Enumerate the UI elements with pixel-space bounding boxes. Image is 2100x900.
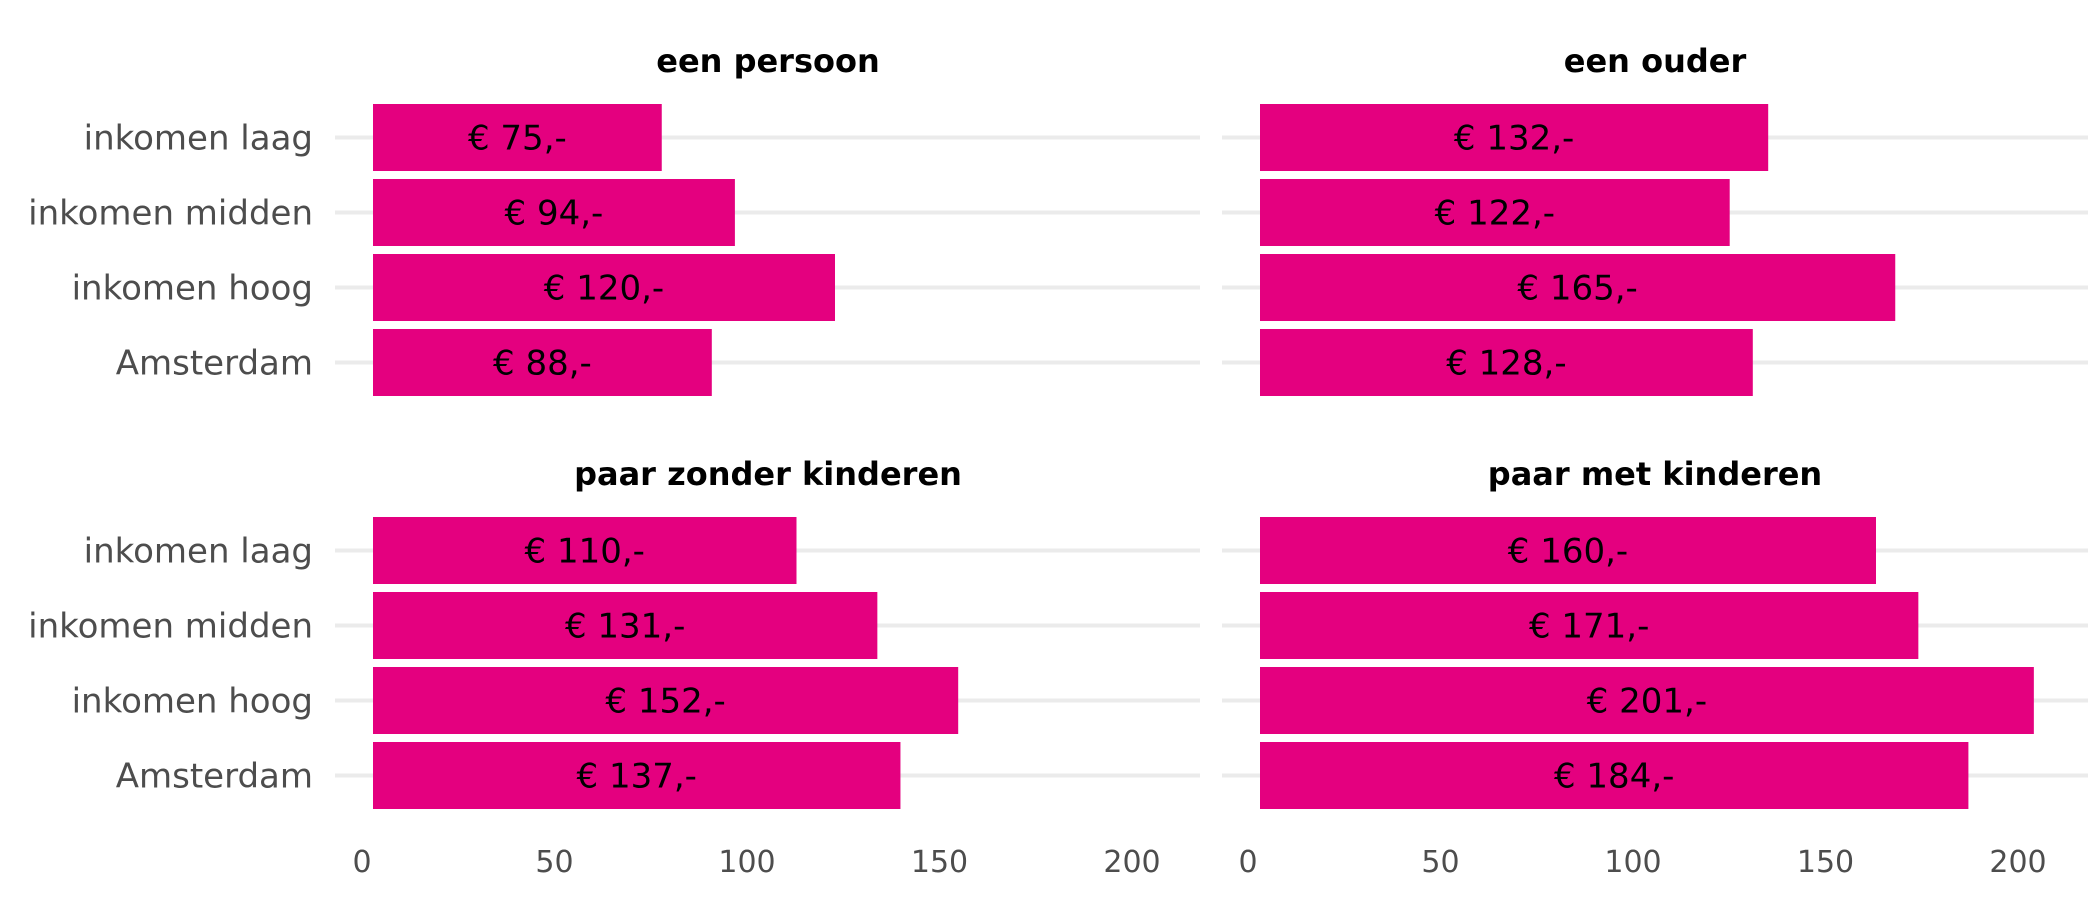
bar (1260, 667, 2034, 734)
bar-value-label: € 160,- (1508, 532, 1628, 572)
bar-value-label: € 120,- (544, 269, 664, 309)
bar-value-label: € 152,- (605, 682, 725, 722)
category-label: inkomen laag (84, 119, 313, 159)
facet-panel: paar met kinderen € 160,- € 171,- € 201,- € … (1222, 455, 2088, 880)
bar-value-label: € 128,- (1446, 344, 1566, 384)
facet-panel: een persoon € 75,- inkomen laag € 94,- inkom… (28, 42, 1200, 396)
facet-panel: een ouder € 132,- € 122,- € 165,- € 128,- (1222, 42, 2088, 396)
bar-value-label: € 94,- (505, 194, 604, 234)
facet-panel: paar zonder kinderen € 110,- inkomen laag €… (28, 455, 1200, 880)
x-tick-label: 200 (1103, 845, 1160, 880)
bar (373, 742, 901, 809)
bar (1260, 179, 1730, 246)
category-label: Amsterdam (116, 344, 313, 384)
x-tick-label: 150 (1797, 845, 1854, 880)
bar-value-label: € 201,- (1587, 682, 1707, 722)
bar-value-label: € 165,- (1517, 269, 1637, 309)
facet-title: een persoon (656, 42, 880, 80)
bar (373, 592, 878, 659)
bar-value-label: € 184,- (1554, 757, 1674, 797)
x-tick-label: 50 (1421, 845, 1459, 880)
bar-value-label: € 88,- (493, 344, 592, 384)
x-tick-label: 200 (1989, 845, 2046, 880)
x-tick-label: 0 (352, 845, 371, 880)
x-tick-label: 50 (535, 845, 573, 880)
bar-value-label: € 132,- (1454, 119, 1574, 159)
category-label: Amsterdam (116, 757, 313, 797)
x-tick-label: 100 (1604, 845, 1661, 880)
x-tick-label: 0 (1238, 845, 1257, 880)
bar (373, 179, 735, 246)
bar (1260, 254, 1896, 321)
bar (1260, 742, 1969, 809)
x-tick-label: 100 (718, 845, 775, 880)
bar-value-label: € 171,- (1529, 607, 1649, 647)
bar (373, 104, 662, 171)
facet-title: een ouder (1564, 42, 1747, 80)
bar-value-label: € 122,- (1435, 194, 1555, 234)
bar (1260, 517, 1876, 584)
bar (373, 517, 797, 584)
category-label: inkomen hoog (72, 269, 313, 309)
bar (1260, 329, 1753, 396)
category-label: inkomen midden (28, 607, 313, 647)
bar-value-label: € 137,- (577, 757, 697, 797)
bar (373, 254, 835, 321)
facet-title: paar met kinderen (1488, 455, 1822, 493)
bar-value-label: € 110,- (525, 532, 645, 572)
bar (373, 329, 712, 396)
facet-title: paar zonder kinderen (574, 455, 962, 493)
bar-value-label: € 131,- (565, 607, 685, 647)
bar (373, 667, 959, 734)
category-label: inkomen hoog (72, 682, 313, 722)
bar-value-label: € 75,- (468, 119, 567, 159)
bar (1260, 104, 1769, 171)
category-label: inkomen midden (28, 194, 313, 234)
bar (1260, 592, 1919, 659)
category-label: inkomen laag (84, 532, 313, 572)
x-tick-label: 150 (911, 845, 968, 880)
